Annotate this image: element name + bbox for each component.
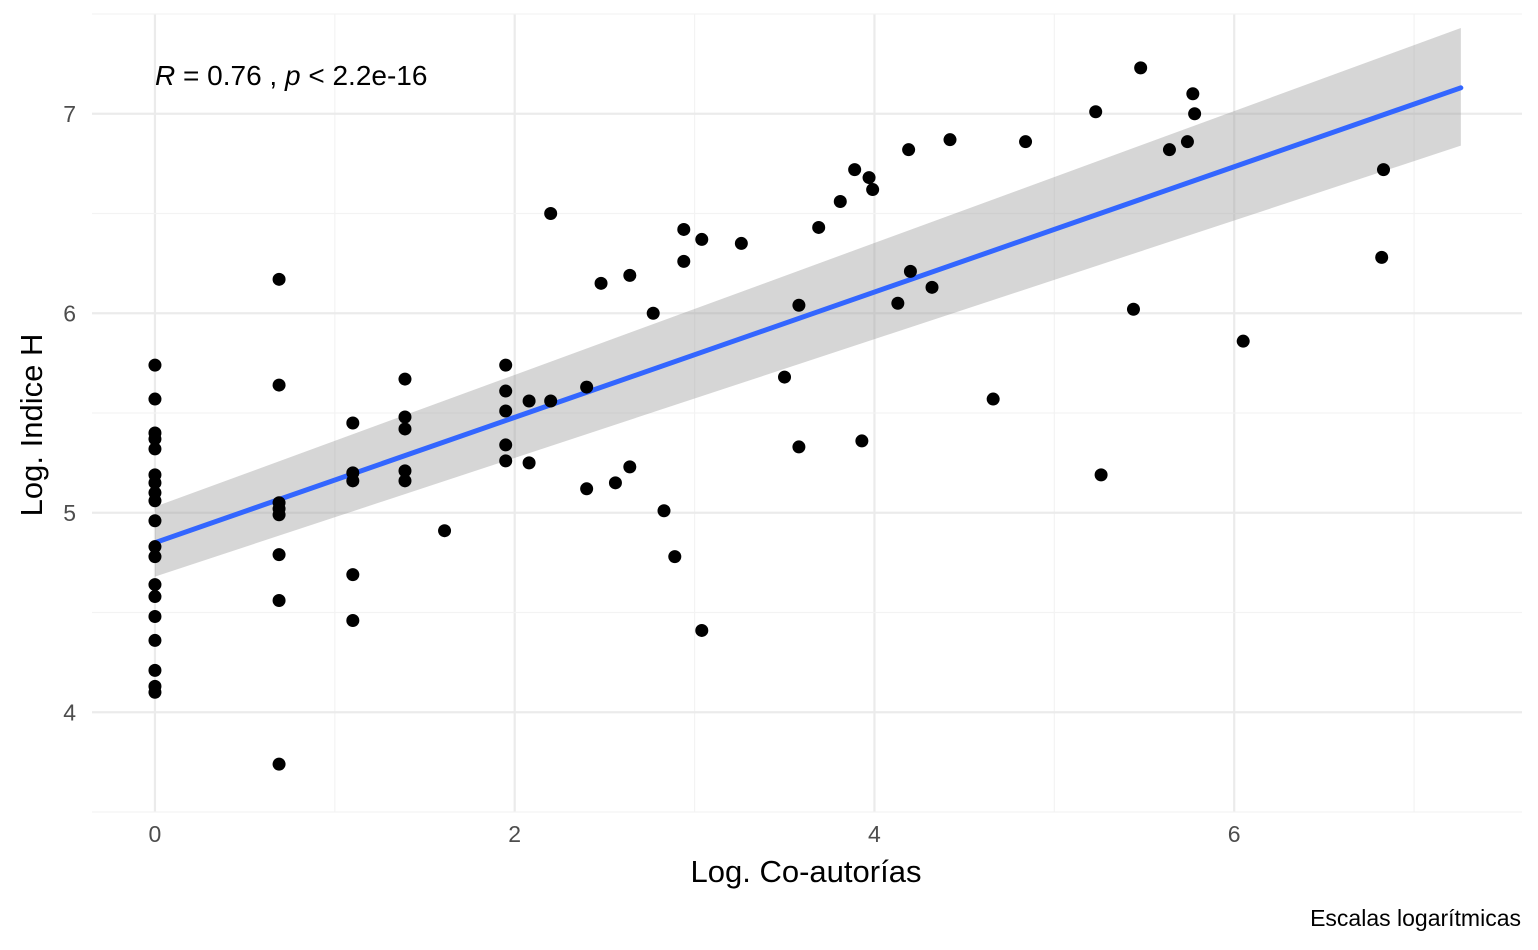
data-point bbox=[1089, 105, 1103, 119]
data-point bbox=[594, 276, 608, 290]
data-point bbox=[778, 370, 792, 384]
data-point bbox=[499, 384, 513, 398]
data-point bbox=[148, 609, 162, 623]
data-point bbox=[1134, 61, 1148, 75]
data-point bbox=[544, 207, 558, 220]
data-point bbox=[148, 358, 162, 372]
data-point bbox=[792, 298, 806, 312]
data-point bbox=[544, 394, 558, 408]
data-point bbox=[438, 524, 452, 538]
data-point bbox=[855, 434, 869, 448]
data-point bbox=[522, 394, 536, 408]
data-point bbox=[272, 594, 286, 608]
correlation-annotation: R = 0.76 , p < 2.2e-16 bbox=[155, 60, 427, 91]
data-point bbox=[346, 474, 360, 488]
chart-caption: Escalas logarítmicas bbox=[1310, 905, 1521, 931]
data-point bbox=[148, 590, 162, 604]
data-point bbox=[272, 757, 286, 771]
data-point bbox=[272, 548, 286, 562]
data-points bbox=[148, 61, 1390, 771]
data-point bbox=[862, 171, 876, 185]
data-point bbox=[623, 460, 637, 474]
data-point bbox=[903, 264, 917, 278]
data-point bbox=[1126, 302, 1140, 316]
data-point bbox=[398, 422, 412, 436]
y-tick-label: 6 bbox=[63, 300, 76, 326]
data-point bbox=[1019, 135, 1033, 149]
y-tick-label: 5 bbox=[63, 500, 76, 526]
data-point bbox=[833, 195, 847, 209]
data-point bbox=[1375, 250, 1389, 264]
data-point bbox=[1188, 107, 1202, 121]
x-tick-label: 6 bbox=[1228, 821, 1241, 847]
data-point bbox=[499, 438, 513, 452]
data-point bbox=[148, 494, 162, 508]
data-point bbox=[1186, 87, 1200, 101]
data-point bbox=[398, 474, 412, 488]
data-point bbox=[1236, 334, 1250, 348]
data-point bbox=[148, 550, 162, 564]
data-point bbox=[986, 392, 1000, 406]
x-tick-label: 4 bbox=[868, 821, 881, 847]
data-point bbox=[580, 380, 594, 394]
x-tick-labels: 0 2 4 6 bbox=[149, 821, 1241, 847]
data-point bbox=[848, 163, 862, 177]
data-point bbox=[902, 143, 916, 157]
data-point bbox=[812, 220, 826, 234]
data-point bbox=[677, 254, 691, 268]
data-point bbox=[1094, 468, 1108, 482]
data-point bbox=[925, 280, 939, 294]
data-point bbox=[580, 482, 594, 496]
data-point bbox=[346, 568, 360, 582]
data-point bbox=[148, 578, 162, 592]
data-point bbox=[943, 133, 957, 147]
data-point bbox=[891, 296, 905, 310]
data-point bbox=[148, 540, 162, 554]
data-point bbox=[272, 272, 286, 286]
regression-line bbox=[152, 85, 1464, 546]
x-axis-title: Log. Co-autorías bbox=[691, 854, 922, 889]
y-tick-label: 7 bbox=[63, 101, 76, 127]
data-point bbox=[346, 613, 360, 627]
data-point bbox=[1180, 135, 1194, 149]
data-point bbox=[792, 440, 806, 454]
data-point bbox=[346, 416, 360, 430]
data-point bbox=[398, 410, 412, 424]
y-tick-label: 4 bbox=[63, 699, 76, 725]
data-point bbox=[148, 685, 162, 699]
data-point bbox=[272, 378, 286, 392]
data-point bbox=[499, 358, 513, 372]
data-point bbox=[148, 442, 162, 456]
data-point bbox=[677, 222, 691, 236]
data-point bbox=[499, 404, 513, 418]
y-axis-title: Log. Indice H bbox=[14, 334, 49, 517]
y-tick-labels: 4 5 6 7 bbox=[63, 101, 76, 726]
data-point bbox=[148, 663, 162, 677]
data-point bbox=[499, 454, 513, 468]
data-point bbox=[148, 514, 162, 528]
data-point bbox=[522, 456, 536, 470]
data-point bbox=[148, 392, 162, 406]
data-point bbox=[398, 372, 412, 386]
data-point bbox=[148, 432, 162, 446]
data-point bbox=[646, 306, 660, 320]
data-point bbox=[695, 232, 709, 246]
data-point bbox=[608, 476, 622, 490]
data-point bbox=[148, 633, 162, 647]
data-point bbox=[623, 268, 637, 282]
data-point bbox=[695, 623, 709, 637]
data-point bbox=[148, 476, 162, 490]
data-point bbox=[1162, 143, 1176, 157]
x-tick-label: 2 bbox=[508, 821, 521, 847]
confidence-ribbon bbox=[154, 27, 1461, 577]
data-point bbox=[657, 504, 671, 518]
data-point bbox=[668, 550, 682, 564]
data-point bbox=[734, 236, 748, 250]
data-point bbox=[398, 464, 412, 478]
x-tick-label: 0 bbox=[149, 821, 162, 847]
data-point bbox=[866, 183, 880, 197]
data-point bbox=[272, 508, 286, 522]
data-point bbox=[1376, 163, 1390, 177]
